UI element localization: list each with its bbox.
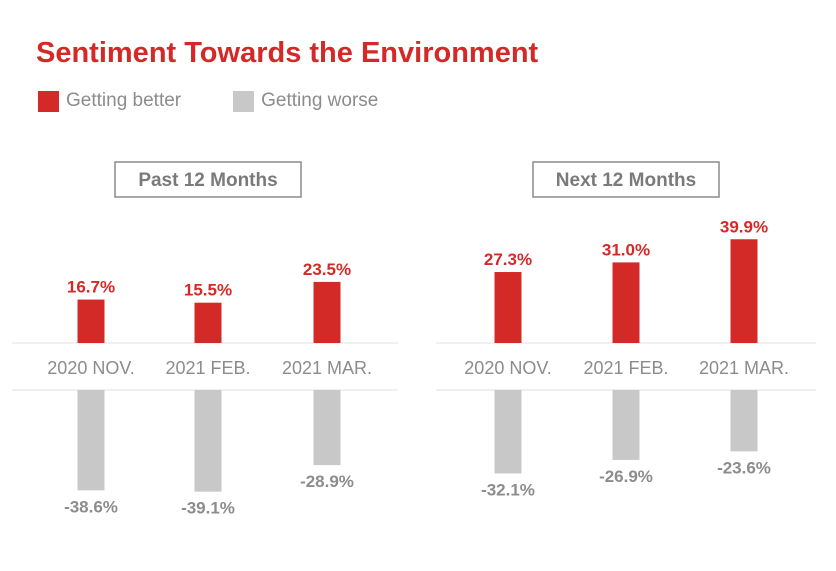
panel-title: Past 12 Months [138,170,277,191]
bar-getting-worse [494,390,522,474]
data-label-better: 16.7% [67,278,115,297]
data-label-better: 39.9% [720,217,768,236]
legend-item-better: Getting better [38,90,181,112]
panel-title: Next 12 Months [556,170,696,191]
panel-title-box [114,161,302,198]
bar-getting-worse [77,390,105,491]
bar-getting-worse [194,390,222,492]
legend-swatch-better [38,90,59,112]
bar-getting-better [313,281,341,343]
legend-label-worse: Getting worse [261,90,379,111]
legend-swatch-worse [233,90,255,112]
panel-title-box [532,161,720,198]
data-label-worse: -23.6% [717,458,771,477]
data-label-worse: -38.6% [64,497,118,516]
data-label-worse: -28.9% [300,472,354,491]
bar-getting-worse [730,390,758,452]
data-label-better: 31.0% [602,240,650,259]
category-label: 2021 MAR. [282,358,372,378]
category-label: 2021 FEB. [583,358,668,378]
bar-getting-better [494,272,522,343]
data-label-better: 27.3% [484,250,532,269]
bar-getting-worse [612,390,640,460]
data-label-better: 15.5% [184,281,232,300]
bar-getting-better [194,302,222,343]
bar-getting-better [612,262,640,343]
category-label: 2021 FEB. [165,358,250,378]
legend: Getting better Getting worse [38,89,430,113]
bar-getting-better [730,239,758,343]
category-label: 2020 NOV. [464,358,551,378]
data-label-worse: -26.9% [599,467,653,486]
data-label-worse: -32.1% [481,480,535,499]
data-label-better: 23.5% [303,260,351,279]
chart-title: Sentiment Towards the Environment [36,37,539,69]
category-label: 2021 MAR. [699,358,789,378]
bar-getting-better [77,299,105,343]
bar-getting-worse [313,390,341,466]
data-label-worse: -39.1% [181,499,235,518]
legend-label-better: Getting better [66,90,182,111]
category-label: 2020 NOV. [47,358,134,378]
legend-item-worse: Getting worse [233,90,378,112]
